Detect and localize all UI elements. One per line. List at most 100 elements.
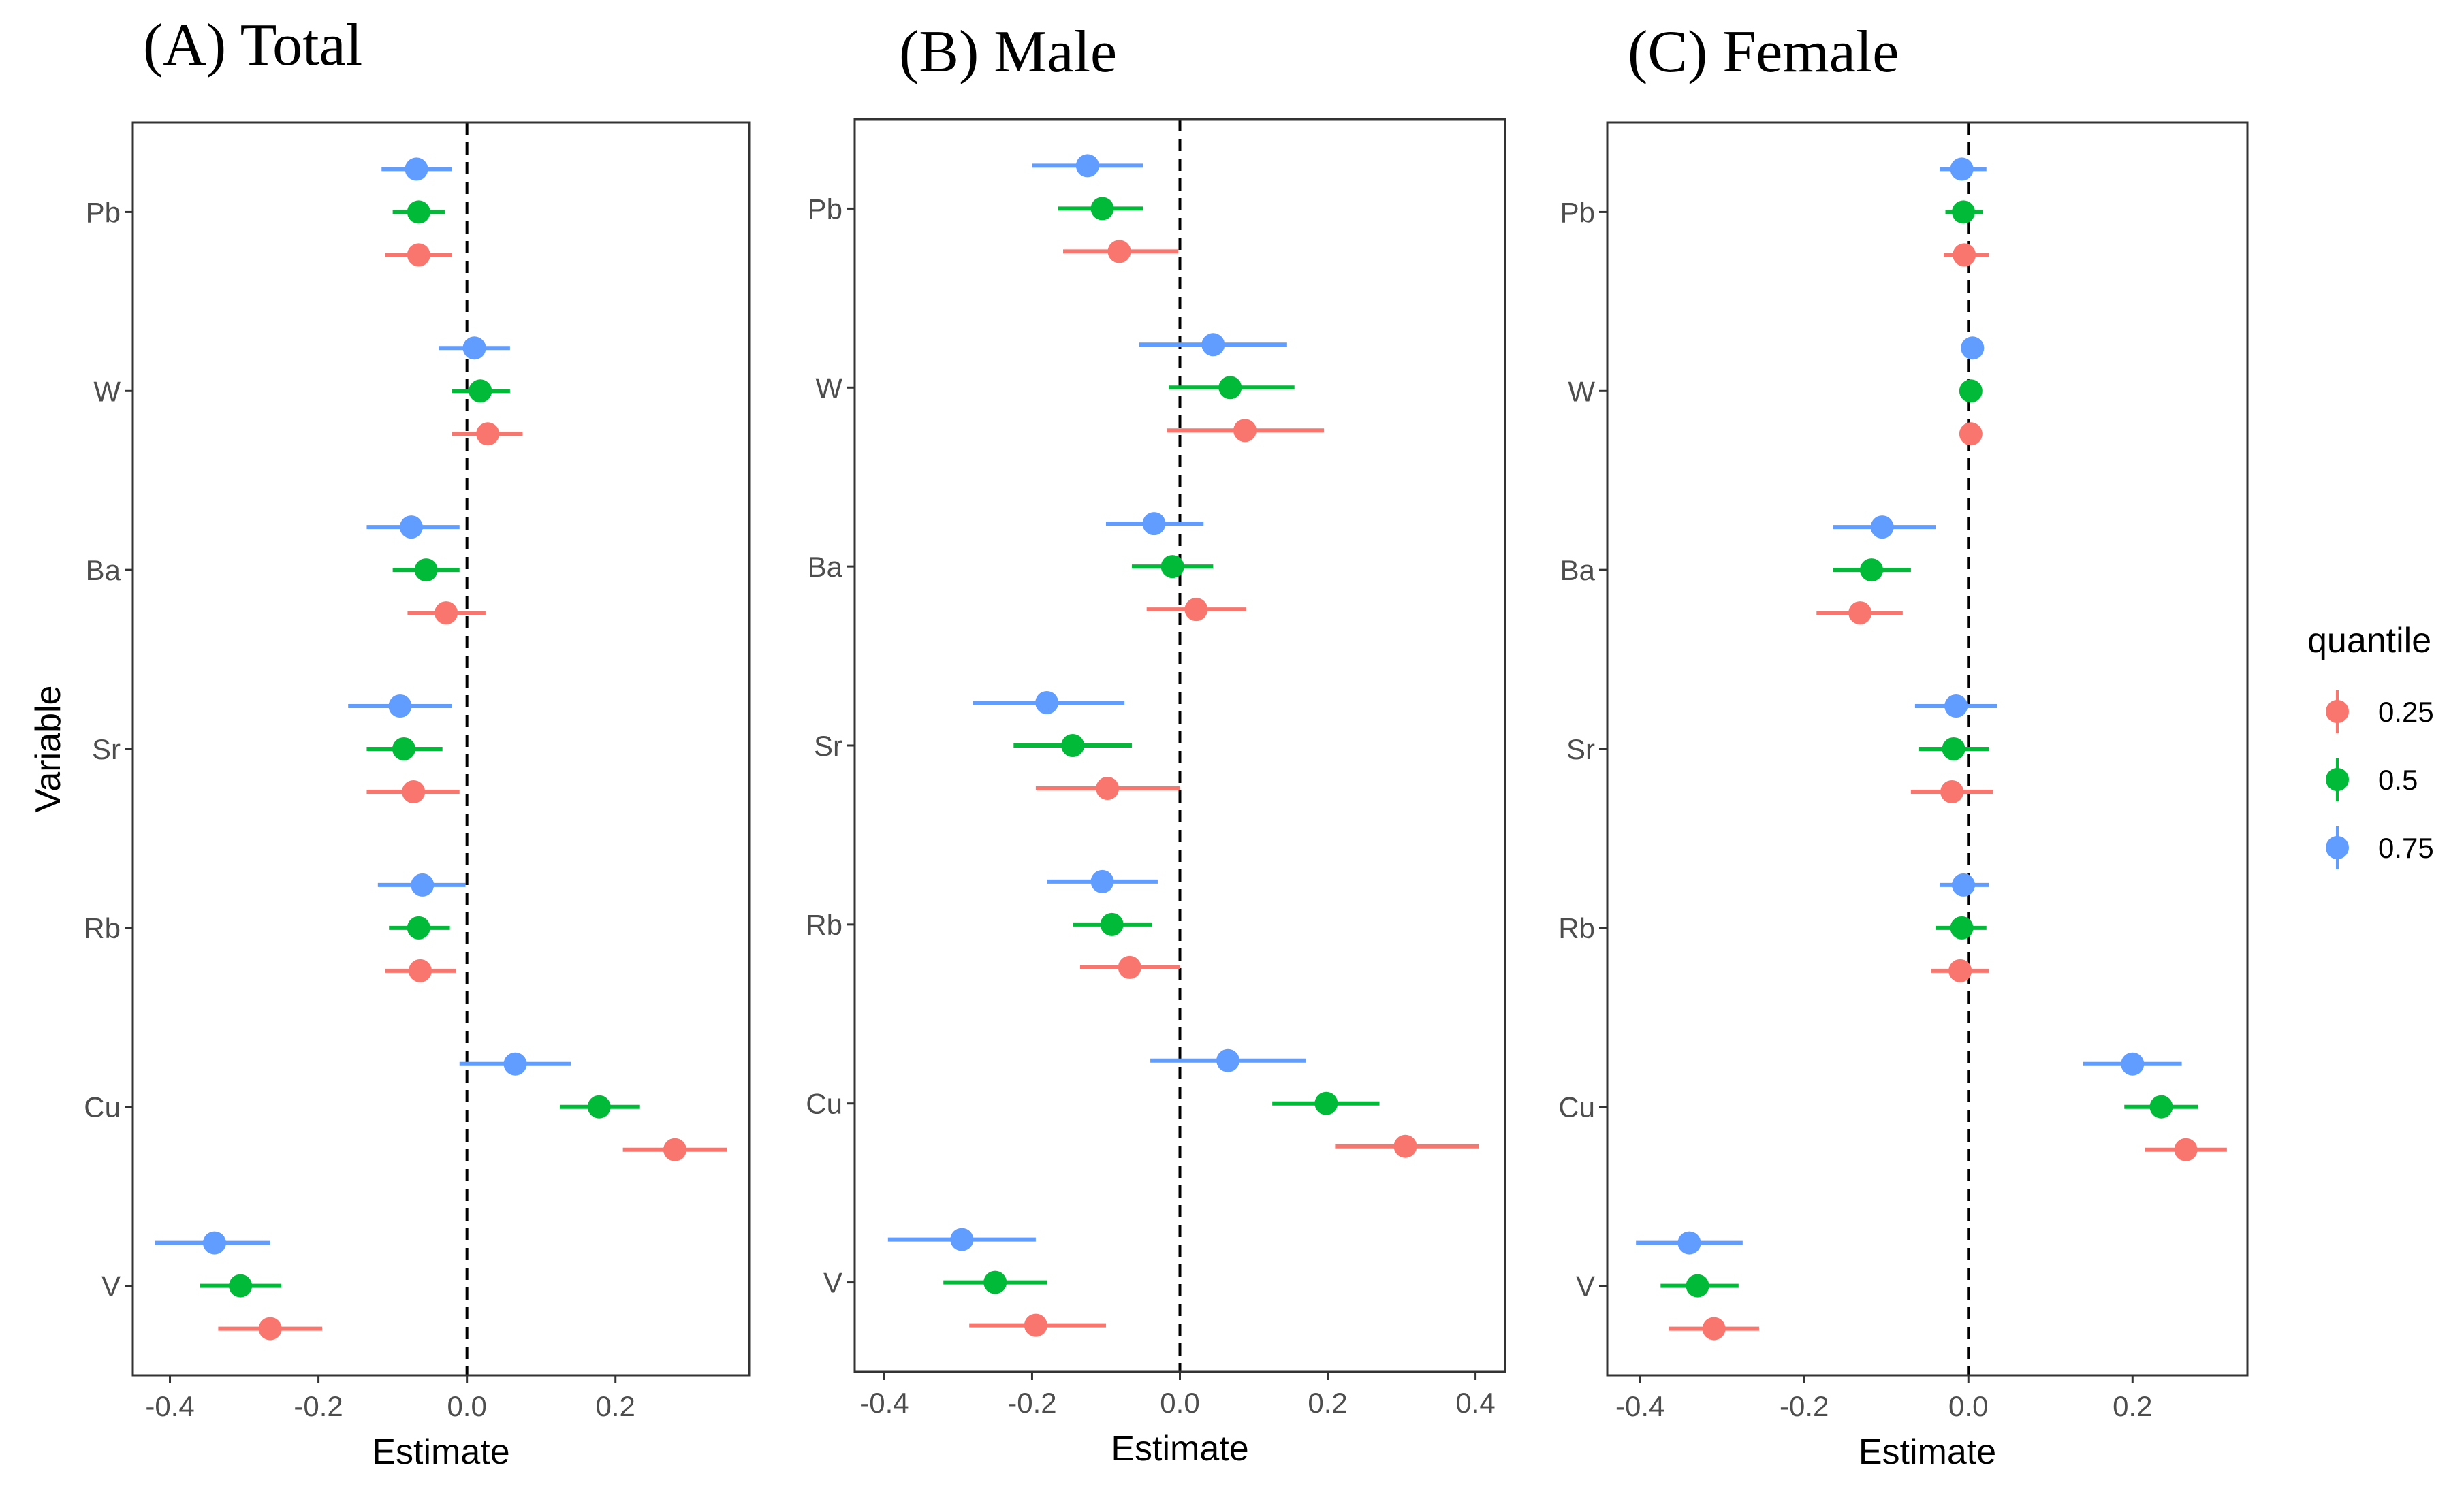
y-tick-label: V: [1576, 1270, 1595, 1302]
x-tick-label: -0.2: [1007, 1387, 1056, 1419]
estimate-point: [1184, 598, 1208, 622]
x-axis-title: Estimate: [372, 1432, 509, 1472]
estimate-point: [587, 1095, 611, 1119]
x-tick-label: 0.2: [2113, 1390, 2152, 1422]
estimate-point: [503, 1052, 527, 1076]
legend-key-point: [2326, 768, 2349, 791]
estimate-point: [1860, 558, 1884, 582]
panels-group: (A) Total Pb W Ba Sr Rb Cu V -0.4 -0.2 0.0 0.2 Estim…: [29, 12, 2249, 1472]
x-tick-label: 0.0: [447, 1390, 486, 1422]
estimate-point: [2174, 1138, 2198, 1161]
panel-0: (A) Total Pb W Ba Sr Rb Cu V -0.4 -0.2 0.0 0.2 Estim…: [84, 12, 751, 1472]
estimate-point: [1201, 333, 1225, 357]
estimate-point: [435, 601, 458, 625]
estimate-point: [407, 243, 430, 267]
legend-label: 0.25: [2378, 696, 2434, 728]
legend-title: quantile: [2307, 621, 2431, 660]
estimate-point: [408, 959, 432, 982]
estimate-point: [1950, 157, 1974, 181]
estimate-point: [2149, 1095, 2173, 1119]
estimate-point: [414, 558, 438, 582]
estimate-point: [399, 515, 423, 539]
y-tick-label: Rb: [1558, 912, 1595, 944]
panel-title: (C) Female: [1628, 19, 1899, 85]
panel-2: (C) Female Pb W Ba Sr Rb Cu V -0.4 -0.2 0.0 0.2 Esti…: [1558, 19, 2249, 1472]
estimate-point: [1090, 197, 1114, 221]
estimate-point: [1024, 1313, 1047, 1337]
x-tick-label: 0.0: [1160, 1387, 1199, 1419]
y-tick-label: W: [815, 372, 842, 404]
y-tick-label: Pb: [808, 193, 842, 225]
estimate-point: [1848, 601, 1872, 625]
estimate-point: [1218, 376, 1242, 400]
estimate-point: [1950, 916, 1974, 940]
estimate-point: [407, 916, 430, 940]
legend-key-point: [2326, 700, 2349, 723]
estimate-point: [1100, 912, 1124, 936]
estimate-point: [1702, 1317, 1726, 1341]
y-tick-label: Sr: [1566, 733, 1595, 765]
estimate-point: [1061, 734, 1085, 757]
estimate-point: [1090, 869, 1114, 893]
estimate-point: [411, 873, 435, 897]
estimate-point: [1035, 691, 1059, 714]
y-tick-label: Pb: [86, 196, 121, 228]
estimate-point: [469, 379, 492, 403]
estimate-point: [1948, 959, 1972, 982]
estimate-point: [1959, 422, 1983, 446]
estimate-point: [392, 737, 415, 760]
estimate-point: [1944, 694, 1968, 718]
x-tick-label: -0.2: [294, 1390, 343, 1422]
estimate-point: [388, 694, 412, 718]
y-tick-label: Rb: [84, 912, 121, 944]
x-tick-label: 0.2: [1308, 1387, 1347, 1419]
x-axis-title: Estimate: [1111, 1429, 1248, 1469]
estimate-point: [1075, 154, 1099, 178]
legend-key-point: [2326, 836, 2349, 859]
y-tick-label: Cu: [1558, 1091, 1595, 1123]
y-tick-label: Ba: [808, 551, 843, 583]
estimate-point: [405, 157, 428, 181]
estimate-point: [1096, 777, 1120, 800]
estimate-point: [1952, 873, 1976, 897]
y-tick-label: V: [823, 1267, 842, 1299]
x-tick-label: 0.0: [1948, 1390, 1988, 1422]
estimate-point: [402, 780, 426, 803]
x-tick-label: 0.2: [596, 1390, 635, 1422]
estimate-point: [1952, 200, 1976, 224]
estimate-point: [1959, 379, 1983, 403]
x-tick-label: -0.4: [145, 1390, 194, 1422]
estimate-point: [1677, 1231, 1701, 1255]
y-tick-label: Cu: [806, 1088, 842, 1120]
estimate-point: [1216, 1048, 1240, 1072]
estimate-point: [1953, 243, 1976, 267]
estimate-point: [1142, 512, 1166, 536]
panel-border: [853, 118, 1506, 1373]
y-tick-label: Cu: [84, 1091, 121, 1123]
panel-border: [131, 121, 751, 1377]
estimate-point: [2121, 1052, 2145, 1076]
estimate-point: [476, 422, 500, 446]
panel-title: (A) Total: [143, 12, 362, 78]
y-tick-label: W: [93, 375, 121, 407]
y-tick-label: V: [101, 1270, 121, 1302]
estimate-point: [1160, 555, 1184, 579]
estimate-point: [663, 1138, 686, 1161]
panel-border: [1606, 121, 2249, 1377]
estimate-point: [983, 1270, 1007, 1294]
estimate-point: [1961, 336, 1985, 360]
panel-title: (B) Male: [899, 19, 1117, 85]
legend: quantile 0.25 0.5 0.75: [2307, 621, 2434, 869]
estimate-point: [1314, 1091, 1338, 1115]
estimate-point: [1940, 780, 1964, 803]
estimate-point: [202, 1231, 226, 1255]
estimate-point: [258, 1317, 282, 1341]
estimate-point: [1686, 1274, 1709, 1298]
x-tick-label: -0.2: [1780, 1390, 1829, 1422]
y-tick-label: Rb: [806, 909, 842, 941]
y-tick-label: Ba: [1560, 554, 1596, 586]
y-tick-label: W: [1568, 375, 1595, 407]
x-tick-label: 0.4: [1455, 1387, 1495, 1419]
y-tick-label: Ba: [86, 554, 121, 586]
